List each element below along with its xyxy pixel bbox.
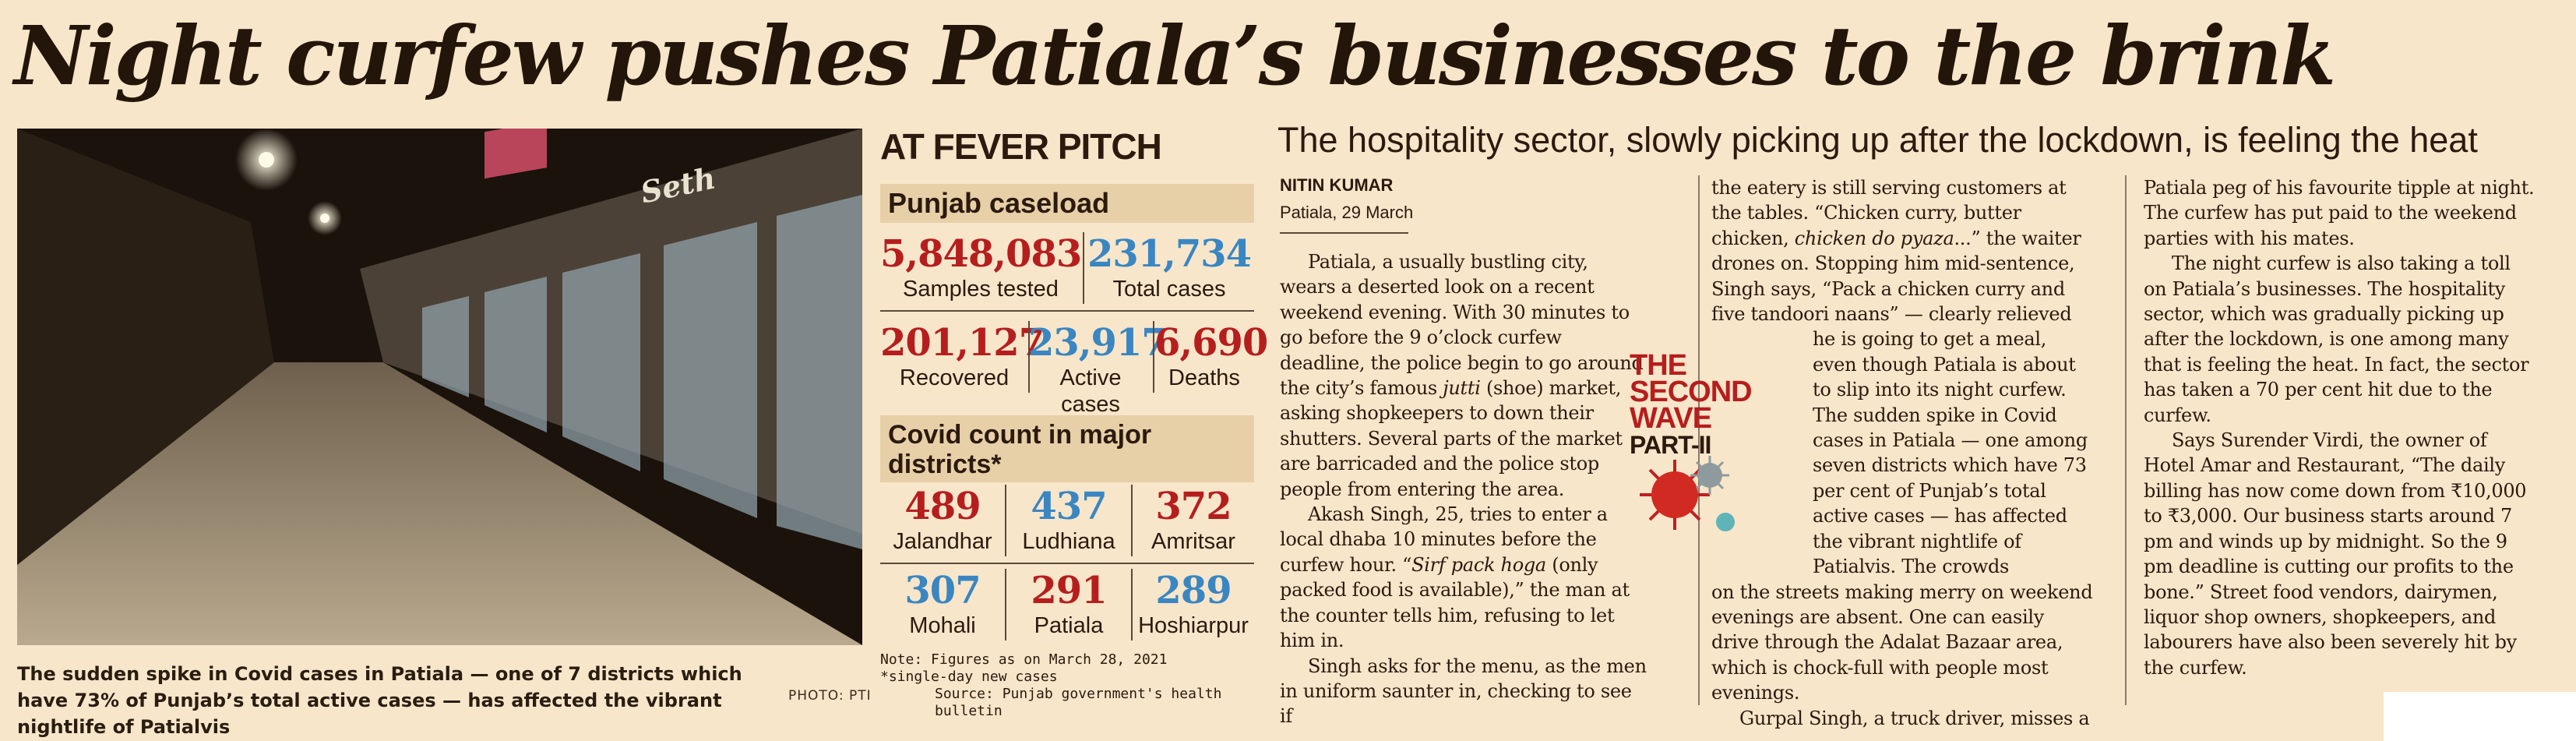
paragraph: he is going to get a meal, even though P… — [1813, 328, 2076, 401]
district-jalandhar: 489 Jalandhar — [880, 485, 1005, 555]
districts-heading: Covid count in major districts* — [880, 415, 1254, 482]
district-patiala: 291 Patiala — [1006, 569, 1131, 639]
stat-value: 6,690 — [1154, 321, 1268, 365]
divider — [880, 310, 1254, 312]
article-column-3: Patiala peg of his favourite tipple at n… — [2144, 175, 2537, 680]
deck-subhead: The hospitality sector, slowly picking u… — [1277, 120, 2478, 160]
district-label: Ludhiana — [1022, 529, 1115, 554]
district-amritsar: 372 Amritsar — [1133, 485, 1254, 555]
paragraph: Says Surender Virdi, the owner of Hotel … — [2144, 429, 2527, 679]
note-source: Source: Punjab government's health bulle… — [935, 686, 1222, 719]
note-asterisk: *single-day new cases — [880, 669, 1058, 685]
series-tag: THE SECOND WAVE PART-II — [1630, 349, 1753, 459]
stat-samples: 5,848,083 Samples tested — [880, 232, 1082, 302]
paragraph: the eatery is still serving customers at… — [1711, 177, 2081, 326]
article-column-1: Patiala, a usually bustling city, wears … — [1280, 249, 1647, 729]
paragraph: The sudden spike in Covid cases in Patia… — [1813, 404, 2088, 578]
district-hoshiarpur: 289 Hoshiarpur — [1133, 569, 1254, 639]
district-label: Patiala — [1034, 613, 1104, 638]
paragraph: Patiala peg of his favourite tipple at n… — [2144, 177, 2535, 249]
district-mohali: 307 Mohali — [880, 569, 1005, 639]
paragraph: Akash Singh, 25, tries to enter a local … — [1280, 503, 1630, 652]
stat-total: 231,734 Total cases — [1084, 232, 1254, 302]
stat-label: Recovered — [899, 365, 1010, 390]
blank-corner — [2384, 692, 2576, 741]
district-value: 489 — [904, 485, 981, 528]
district-label: Hoshiarpur — [1138, 613, 1249, 638]
district-label: Jalandhar — [893, 529, 992, 554]
stat-deaths: 6,690 Deaths — [1154, 321, 1268, 391]
note-date: Note: Figures as on March 28, 2021 — [880, 651, 1168, 668]
stat-value: 5,848,083 — [880, 232, 1082, 276]
divider — [1028, 321, 1030, 393]
photo-credit: PHOTO: PTI — [788, 688, 872, 704]
district-ludhiana: 437 Ludhiana — [1006, 485, 1131, 555]
paragraph: Singh asks for the menu, as the men in u… — [1280, 655, 1647, 728]
stat-value: 231,734 — [1087, 232, 1252, 276]
paragraph: The night curfew is also taking a toll o… — [2144, 252, 2529, 426]
photo-caption: The sudden spike in Covid cases in Patia… — [17, 663, 742, 738]
column-rule — [1698, 175, 1700, 705]
district-value: 372 — [1155, 485, 1232, 528]
panel-notes: Note: Figures as on March 28, 2021 *sing… — [880, 651, 1262, 720]
district-value: 289 — [1155, 569, 1232, 612]
district-value: 437 — [1031, 485, 1107, 528]
district-value: 291 — [1031, 569, 1107, 612]
stat-label: Total cases — [1112, 277, 1226, 302]
divider — [1131, 569, 1133, 640]
headline: Night curfew pushes Patiala’s businesses… — [14, 8, 2336, 104]
stat-recovered: 201,127 Recovered — [880, 321, 1045, 391]
divider — [1005, 569, 1006, 640]
district-label: Amritsar — [1151, 529, 1235, 554]
divider — [1083, 232, 1084, 304]
paragraph: Patiala, a usually bustling city, wears … — [1280, 251, 1644, 500]
paragraph: Gurpal Singh, a truck driver, misses a — [1739, 707, 2090, 729]
district-value: 307 — [904, 569, 981, 612]
byline: NITIN KUMAR — [1280, 175, 1394, 195]
byline-rule — [1280, 232, 1408, 234]
street-photo: Seth — [17, 129, 862, 645]
divider — [880, 563, 1254, 564]
divider — [1005, 485, 1006, 556]
stat-label: Deaths — [1168, 365, 1240, 390]
paragraph: on the streets making merry on weekend e… — [1711, 580, 2093, 704]
stat-label: Samples tested — [903, 277, 1059, 302]
divider — [1131, 485, 1133, 556]
panel-title: AT FEVER PITCH — [880, 126, 1162, 167]
dateline: Patiala, 29 March — [1280, 203, 1414, 222]
column-rule — [2125, 175, 2127, 705]
article-column-2: the eatery is still serving customers at… — [1711, 175, 2095, 731]
stat-value: 23,917 — [1028, 321, 1168, 365]
caseload-heading: Punjab caseload — [880, 184, 1254, 223]
stat-label: Active cases — [1059, 365, 1122, 417]
stat-active: 23,917 Active cases — [1028, 321, 1168, 418]
divider — [1153, 321, 1154, 393]
virus-icon — [1636, 452, 1737, 556]
district-label: Mohali — [909, 613, 976, 638]
stat-value: 201,127 — [880, 321, 1045, 365]
